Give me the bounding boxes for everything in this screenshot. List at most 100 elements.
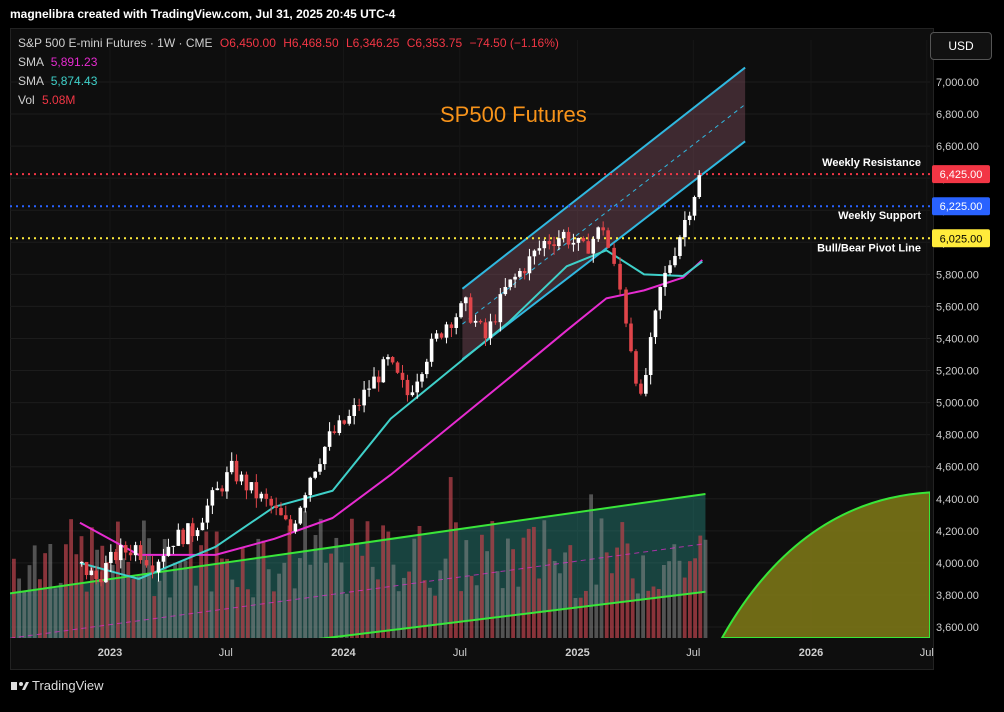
volume-bar xyxy=(48,543,53,638)
level-name: Weekly Resistance xyxy=(822,157,921,169)
candle-body xyxy=(644,375,648,394)
candle-body xyxy=(618,263,622,290)
volume-bar xyxy=(38,579,42,638)
candle-body xyxy=(342,420,347,424)
volume-bar xyxy=(402,577,406,638)
volume-bar xyxy=(324,562,328,638)
volume-bar xyxy=(407,571,411,638)
volume-bar xyxy=(578,597,583,638)
volume-bar xyxy=(220,558,224,638)
candle-body xyxy=(113,551,118,561)
volume-bar xyxy=(199,545,203,638)
level-price-badge xyxy=(932,229,990,248)
candle-body xyxy=(668,265,672,273)
candle-body xyxy=(166,546,171,556)
candle-body xyxy=(566,231,571,245)
candle-body xyxy=(624,289,628,324)
candle-body xyxy=(138,545,143,561)
volume-bar xyxy=(526,528,531,638)
volume-bar xyxy=(74,554,79,638)
candle-body xyxy=(634,351,638,384)
volume-bar xyxy=(677,560,682,638)
volume-bar xyxy=(443,558,448,638)
candle-body xyxy=(254,482,259,499)
volume-bar xyxy=(552,560,557,638)
candle-body xyxy=(84,561,89,576)
volume-bar xyxy=(95,549,99,638)
level-price-badge xyxy=(932,197,990,216)
y-tick-label: 4,400.00 xyxy=(936,494,979,506)
volume-bar xyxy=(126,561,131,638)
volume-bar xyxy=(256,538,261,638)
candle-body xyxy=(327,431,332,447)
candle-body xyxy=(118,545,123,561)
volume-bar xyxy=(391,564,396,638)
y-tick-label: 5,000.00 xyxy=(936,398,979,410)
candle-body xyxy=(79,561,84,563)
volume-bar xyxy=(370,566,375,638)
footer-bar: TradingView xyxy=(0,670,1004,701)
sma2-label: SMA xyxy=(18,74,44,88)
candle-body xyxy=(303,495,308,508)
candle-body xyxy=(683,219,687,238)
candle-body xyxy=(225,472,229,492)
sma1-label: SMA xyxy=(18,55,44,69)
sma1-value: 5,891.23 xyxy=(50,55,98,69)
volume-bar xyxy=(17,578,21,638)
candle-body xyxy=(347,415,352,424)
change-value: −74.50 (−1.16%) xyxy=(469,36,559,50)
candle-body xyxy=(400,372,405,380)
candle-body xyxy=(318,464,322,472)
volume-bar xyxy=(573,597,578,638)
candle-body xyxy=(181,529,185,545)
volume-bar xyxy=(251,597,255,638)
candle-body xyxy=(322,446,327,465)
candle-body xyxy=(439,333,444,338)
candle-body xyxy=(190,523,195,537)
volume-bar xyxy=(365,521,370,638)
volume-bar xyxy=(584,590,588,638)
candle-body xyxy=(195,530,200,537)
candle-body xyxy=(123,545,128,553)
candle-body xyxy=(464,297,468,304)
volume-bar xyxy=(204,531,209,638)
candle-body xyxy=(313,471,317,478)
candle-body xyxy=(161,555,166,562)
volume-bar xyxy=(521,537,526,638)
candle-body xyxy=(144,560,149,566)
volume-bar xyxy=(490,521,495,638)
vol-label: Vol xyxy=(18,93,35,107)
candle-body xyxy=(561,231,566,239)
volume-bar xyxy=(506,538,510,638)
candle-body xyxy=(372,376,376,389)
candle-body xyxy=(653,310,658,338)
volume-bar xyxy=(32,545,37,638)
volume-bar xyxy=(43,553,47,638)
volume-bar xyxy=(329,553,333,638)
x-tick-label: 2023 xyxy=(98,647,122,659)
header-bar: magnelibra created with TradingView.com,… xyxy=(0,0,1004,28)
open-label: O xyxy=(219,36,230,50)
volume-bar xyxy=(105,561,110,638)
volume-bar xyxy=(454,522,458,638)
volume-bar xyxy=(308,564,313,638)
candle-body xyxy=(89,570,94,576)
candle-body xyxy=(449,324,454,328)
volume-bar xyxy=(459,591,463,638)
currency-button[interactable]: USD xyxy=(930,32,992,60)
volume-bar xyxy=(246,589,250,638)
candle-body xyxy=(586,241,591,254)
x-tick-label: 2024 xyxy=(331,647,356,659)
volume-bar xyxy=(532,526,536,638)
sma-slow-line xyxy=(79,259,703,556)
y-tick-label: 6,800.00 xyxy=(936,109,979,121)
candle-body xyxy=(298,507,303,524)
candle-body xyxy=(362,389,366,406)
candle-body xyxy=(454,317,459,328)
candle-body xyxy=(104,563,108,583)
candle-body xyxy=(229,460,234,473)
candle-body xyxy=(293,523,298,532)
candle-body xyxy=(220,488,224,492)
candle-body xyxy=(468,297,473,323)
